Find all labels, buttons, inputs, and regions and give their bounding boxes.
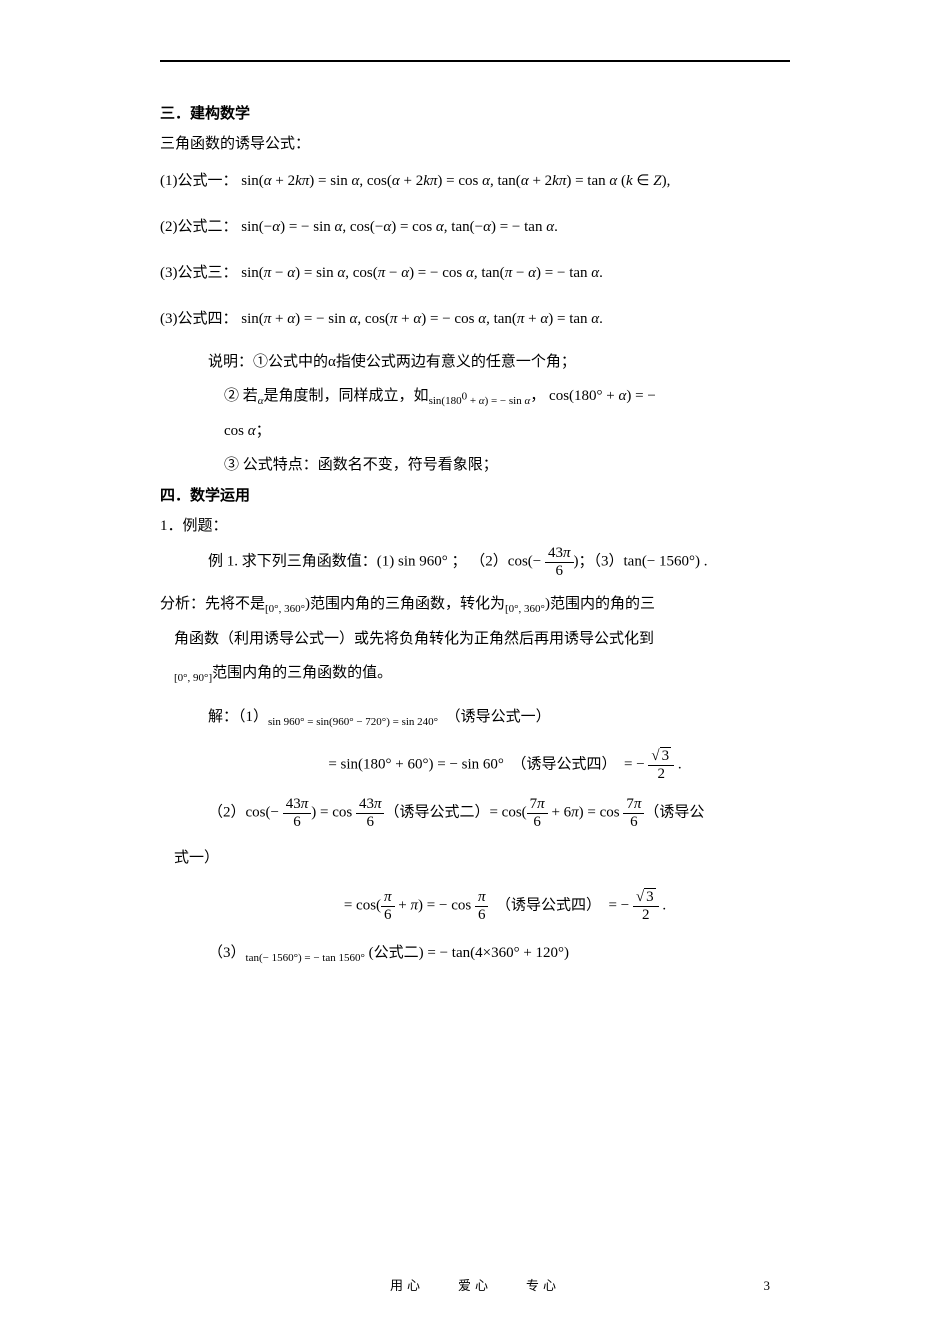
analysis-line2: 角函数（利用诱导公式一）或先将负角转化为正角然后再用诱导公式化到 xyxy=(160,624,790,654)
note2: ② 若α是角度制，同样成立，如sin(1800 + α) = − sin α， … xyxy=(160,381,790,412)
sol2-label: （2） xyxy=(208,805,246,821)
footer-text: 用心 爱心 专心 xyxy=(0,1275,950,1294)
solution1-line1: 解：（1）sin 960° = sin(960° − 720°) = sin 2… xyxy=(160,701,790,734)
formula3-label: (3)公式三： xyxy=(160,265,238,281)
top-rule xyxy=(160,60,790,62)
sol3-note: (公式二) xyxy=(369,945,424,961)
formula1-label: (1)公式一： xyxy=(160,173,238,189)
page-number: 3 xyxy=(764,1278,771,1294)
analysis-line3: [0°, 90°]范围内角的三角函数的值。 xyxy=(160,658,790,689)
analysis-mid1: 范围内角的三角函数，转化为 xyxy=(310,596,505,612)
solution1-line2: = sin(180° + 60°) = − sin 60° （诱导公式四） = … xyxy=(160,748,790,782)
solution3-line1: （3）tan(− 1560°) = − tan 1560° (公式二) = − … xyxy=(160,937,790,970)
solution2-wrap: 式一） xyxy=(160,842,790,875)
note1: 说明：①公式中的α指使公式两边有意义的任意一个角； xyxy=(160,347,790,377)
analysis-end: 范围内角的三角函数的值。 xyxy=(212,665,392,681)
section4-subtitle: 1．例题： xyxy=(160,511,790,541)
ex1-sep1: ； （2） xyxy=(448,553,508,569)
analysis-mid2: 范围内的角的三 xyxy=(550,596,655,612)
note2-end: ； xyxy=(256,423,271,439)
solution2-line2: = cos(π6 + π) = − cos π6 （诱导公式四） = − √32… xyxy=(160,889,790,923)
sol3-label: （3） xyxy=(208,945,246,961)
formula2-label: (2)公式二： xyxy=(160,219,238,235)
example1: 例 1. 求下列三角函数值：(1) sin 960° ； （2）cos(− 43… xyxy=(160,545,790,579)
formula4-label: (3)公式四： xyxy=(160,311,238,327)
section3-intro: 三角函数的诱导公式： xyxy=(160,129,790,159)
note2-sep: ， xyxy=(530,388,545,404)
ex1-sep2: （3） xyxy=(594,553,624,569)
note3: ③ 公式特点：函数名不变，符号看象限； xyxy=(160,450,790,480)
formula3: (3)公式三： sin(π − α) = sin α, cos(π − α) =… xyxy=(160,255,790,291)
formula2: (2)公式二： sin(−α) = − sin α, cos(−α) = cos… xyxy=(160,209,790,245)
note2-cont: cos α； xyxy=(160,416,790,446)
sol1-note1: （诱导公式一） xyxy=(453,709,551,725)
section3-title: 三．建构数学 xyxy=(160,102,790,123)
sol1-note2: （诱导公式四） xyxy=(519,757,609,773)
sol-label: 解：（1） xyxy=(208,709,268,725)
solution2-line1: （2）cos(− 43π6) = cos 43π6（诱导公式二）= cos(7π… xyxy=(160,796,790,830)
formula4: (3)公式四： sin(π + α) = − sin α, cos(π + α)… xyxy=(160,301,790,337)
sol2-note1: （诱导公式二） xyxy=(384,805,489,821)
note2-pre: ② 若 xyxy=(224,388,258,404)
ex1-label: 例 1. 求下列三角函数值：(1) xyxy=(208,553,398,569)
note2-mid: 是角度制，同样成立，如 xyxy=(264,388,429,404)
sol2-note3: （诱导公式四） xyxy=(503,898,593,914)
sol2-note2: （诱导公 xyxy=(644,805,704,821)
analysis-line1: 分析：先将不是[0°, 360°)范围内角的三角函数，转化为[0°, 360°)… xyxy=(160,589,790,620)
formula1: (1)公式一： sin(α + 2kπ) = sin α, cos(α + 2k… xyxy=(160,163,790,199)
analysis-label: 分析：先将不是 xyxy=(160,596,265,612)
section4-title: 四．数学运用 xyxy=(160,484,790,505)
